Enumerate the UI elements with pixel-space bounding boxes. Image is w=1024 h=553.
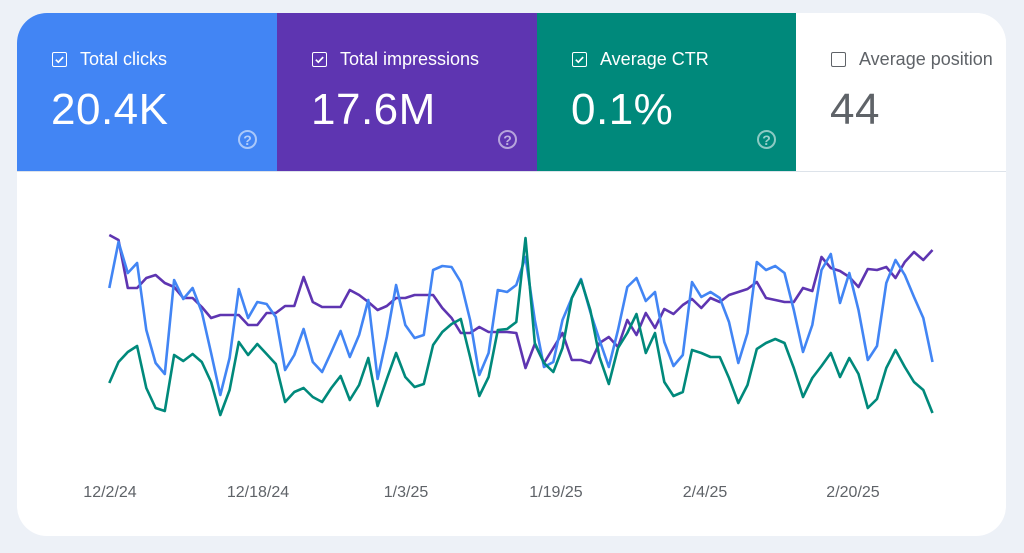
x-tick-label: 12/2/24	[83, 484, 136, 501]
x-tick-label: 2/20/25	[826, 484, 879, 501]
metric-tile-average-ctr[interactable]: Average CTR 0.1% ?	[537, 13, 796, 171]
x-tick-label: 2/4/25	[683, 484, 728, 501]
checkbox-checked-icon[interactable]	[312, 52, 327, 67]
metric-tile-total-impressions[interactable]: Total impressions 17.6M ?	[277, 13, 537, 171]
metric-value: 17.6M	[311, 85, 436, 134]
help-icon[interactable]: ?	[757, 130, 776, 149]
series-line-total-impressions	[108, 233, 934, 370]
metric-label: Total impressions	[340, 49, 480, 69]
metric-tiles: Total clicks 20.4K ? Total impressions 1…	[17, 13, 1006, 172]
metric-tile-total-clicks[interactable]: Total clicks 20.4K ?	[17, 13, 277, 171]
series-line-average-ctr	[108, 236, 934, 417]
performance-card: Total clicks 20.4K ? Total impressions 1…	[17, 13, 1006, 536]
metric-label: Total clicks	[80, 49, 168, 69]
metric-value: 0.1%	[571, 85, 674, 134]
checkbox-unchecked-icon[interactable]	[831, 52, 846, 67]
metric-label: Average CTR	[600, 49, 709, 69]
x-tick-label: 1/3/25	[384, 484, 429, 501]
help-icon[interactable]: ?	[498, 130, 517, 149]
x-tick-label: 1/19/25	[529, 484, 582, 501]
x-tick-label: 12/18/24	[227, 484, 289, 501]
metric-tile-average-position[interactable]: Average position 44	[796, 13, 1006, 171]
metric-value: 44	[830, 85, 880, 134]
metric-label: Average position	[859, 49, 993, 69]
checkbox-checked-icon[interactable]	[572, 52, 587, 67]
help-icon[interactable]: ?	[238, 130, 257, 149]
checkbox-checked-icon[interactable]	[52, 52, 67, 67]
metric-value: 20.4K	[51, 85, 169, 134]
